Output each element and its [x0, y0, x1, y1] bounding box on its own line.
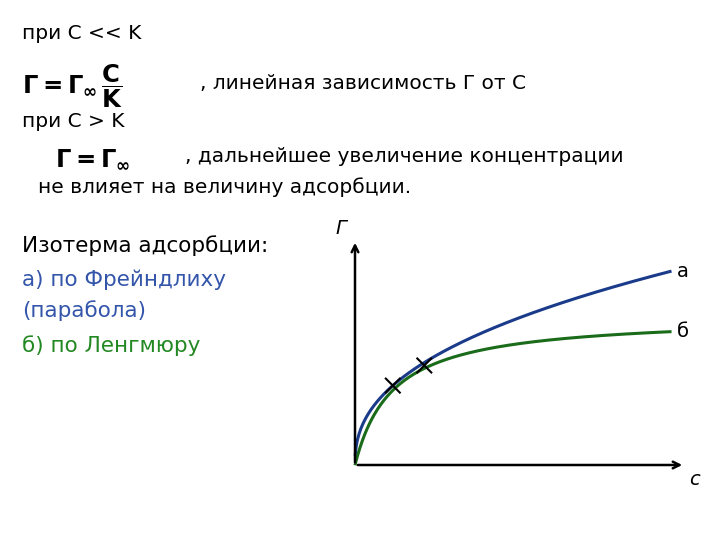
Text: а) по Фрейндлиху: а) по Фрейндлиху [22, 270, 226, 291]
Text: , линейная зависимость Г от C: , линейная зависимость Г от C [200, 74, 526, 93]
Text: б: б [677, 322, 689, 341]
Text: , дальнейшее увеличение концентрации: , дальнейшее увеличение концентрации [185, 147, 624, 166]
Text: c: c [689, 470, 700, 489]
Text: a: a [677, 262, 689, 281]
Text: $\mathbf{\Gamma = \Gamma_{\infty}\,\dfrac{C}{K}}$: $\mathbf{\Gamma = \Gamma_{\infty}\,\dfra… [22, 62, 123, 110]
Text: не влияет на величину адсорбции.: не влияет на величину адсорбции. [38, 177, 411, 197]
Text: (парабола): (парабола) [22, 300, 146, 321]
Text: при C > K: при C > K [22, 112, 125, 131]
Text: б) по Ленгмюру: б) по Ленгмюру [22, 335, 200, 356]
Text: Изотерма адсорбции:: Изотерма адсорбции: [22, 235, 269, 256]
Text: $\mathbf{\Gamma = \Gamma_{\infty}}$: $\mathbf{\Gamma = \Gamma_{\infty}}$ [55, 147, 130, 171]
Text: Г: Г [336, 219, 346, 238]
Text: при C << K: при C << K [22, 24, 141, 43]
